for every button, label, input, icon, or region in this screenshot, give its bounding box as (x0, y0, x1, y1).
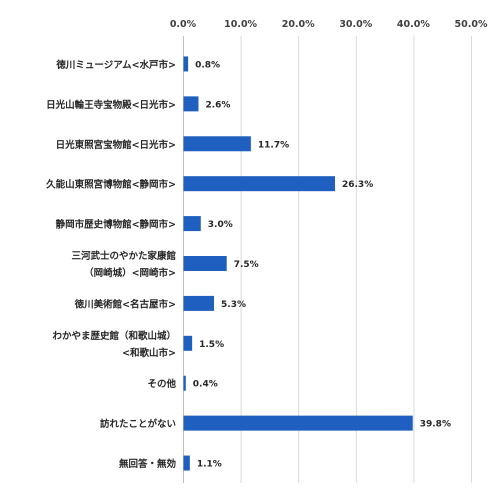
category-label: 日光東照宮宝物館<日光市> (56, 139, 176, 151)
data-label: 5.3% (221, 300, 246, 310)
bar (183, 295, 215, 311)
x-tick-label: 20.0% (282, 19, 315, 30)
data-label: 26.3% (342, 180, 373, 190)
category-label: その他 (147, 378, 176, 390)
gridlines (183, 36, 472, 483)
bar (183, 216, 201, 232)
category-labels: 徳川ミュージアム<水戸市> 日光山輪王寺宝物殿<日光市> 日光東照宮宝物館<日光市>… (46, 59, 176, 470)
bar (183, 375, 186, 391)
category-label: 日光山輪王寺宝物殿<日光市> (46, 99, 176, 111)
bar (183, 455, 190, 471)
bar (183, 96, 199, 112)
bar (183, 256, 227, 271)
data-label: 11.7% (258, 140, 289, 150)
x-axis-ticks: 0.0% 10.0% 20.0% 30.0% 40.0% 50.0% (170, 19, 488, 30)
x-tick-label: 10.0% (224, 19, 257, 30)
data-label: 2.6% (205, 100, 230, 110)
x-tick-label: 50.0% (455, 19, 488, 30)
data-label: 1.1% (197, 460, 222, 470)
category-label: 無回答・無効 (119, 458, 177, 470)
bar (183, 415, 413, 431)
x-tick-label: 30.0% (339, 19, 372, 30)
category-label: 徳川ミュージアム<水戸市> (55, 59, 176, 71)
category-label: 訪れたことがない (100, 418, 176, 430)
bars (183, 56, 413, 471)
category-label: 久能山東照宮博物館<静岡市> (46, 179, 176, 191)
bar (183, 136, 251, 152)
data-label: 3.0% (208, 220, 233, 230)
bar (183, 56, 189, 72)
data-label: 0.4% (193, 380, 218, 390)
data-labels: 0.8% 2.6% 11.7% 26.3% 3.0% 7.5% 5.3% 1.5% 0.4% 39… (193, 60, 451, 469)
bar (183, 176, 335, 192)
x-tick-label: 40.0% (397, 19, 430, 30)
data-label: 0.8% (195, 60, 220, 70)
data-label: 1.5% (199, 340, 224, 350)
category-label: 静岡市歴史博物館<静岡市> (56, 219, 176, 231)
category-label: 三河武士のやかた家康館（岡崎城）<岡崎市> (71, 250, 176, 279)
data-label: 7.5% (234, 260, 259, 270)
category-label: 徳川美術館<名古屋市> (74, 298, 176, 310)
category-label: わかやま歴史館（和歌山城）<和歌山市> (52, 330, 176, 359)
bar (183, 335, 193, 351)
data-label: 39.8% (420, 420, 451, 430)
x-tick-label: 0.0% (170, 19, 197, 30)
